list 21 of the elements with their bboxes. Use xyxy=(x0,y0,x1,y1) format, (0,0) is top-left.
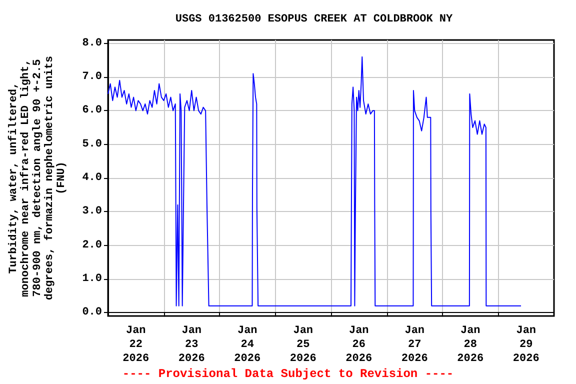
x-tick-label: Jan 29 2026 xyxy=(512,325,540,365)
y-tick-label: 1.0 xyxy=(82,272,102,285)
y-tick-label: 0.0 xyxy=(82,306,102,319)
y-axis-title: Turbidity, water, unfiltered, monochrome near infra-red LED light, 780-900 nm, detection angle 90 +-2.5 degrees, formazin nephelometric units (FNU) xyxy=(7,56,68,300)
text: ---- Provisional Data Subject to Revision ---- xyxy=(122,367,454,381)
y-tick-label: 3.0 xyxy=(82,206,102,218)
y-tick-label: 5.0 xyxy=(82,138,102,150)
x-tick-label: Jan 25 2026 xyxy=(290,325,316,365)
y-tick-label: 2.0 xyxy=(82,239,102,252)
y-tick-label: 8.0 xyxy=(82,37,102,50)
x-tick-label: Jan 27 2026 xyxy=(401,325,428,365)
chart-title: USGS 01362500 ESOPUS CREEK AT COLDBROOK NY xyxy=(175,14,454,26)
x-tick-label: Jan 22 2026 xyxy=(122,325,150,365)
x-tick-label: Jan 23 2026 xyxy=(178,325,205,365)
y-tick-label: 6.0 xyxy=(82,104,102,117)
line-series xyxy=(108,56,522,306)
y-tick-label: 7.0 xyxy=(82,71,102,84)
x-tick-label: Jan 26 2026 xyxy=(346,325,372,365)
x-tick-label: Jan 28 2026 xyxy=(457,325,484,365)
x-tick-label: Jan 24 2026 xyxy=(234,325,261,365)
y-tick-label: 4.0 xyxy=(82,172,102,184)
